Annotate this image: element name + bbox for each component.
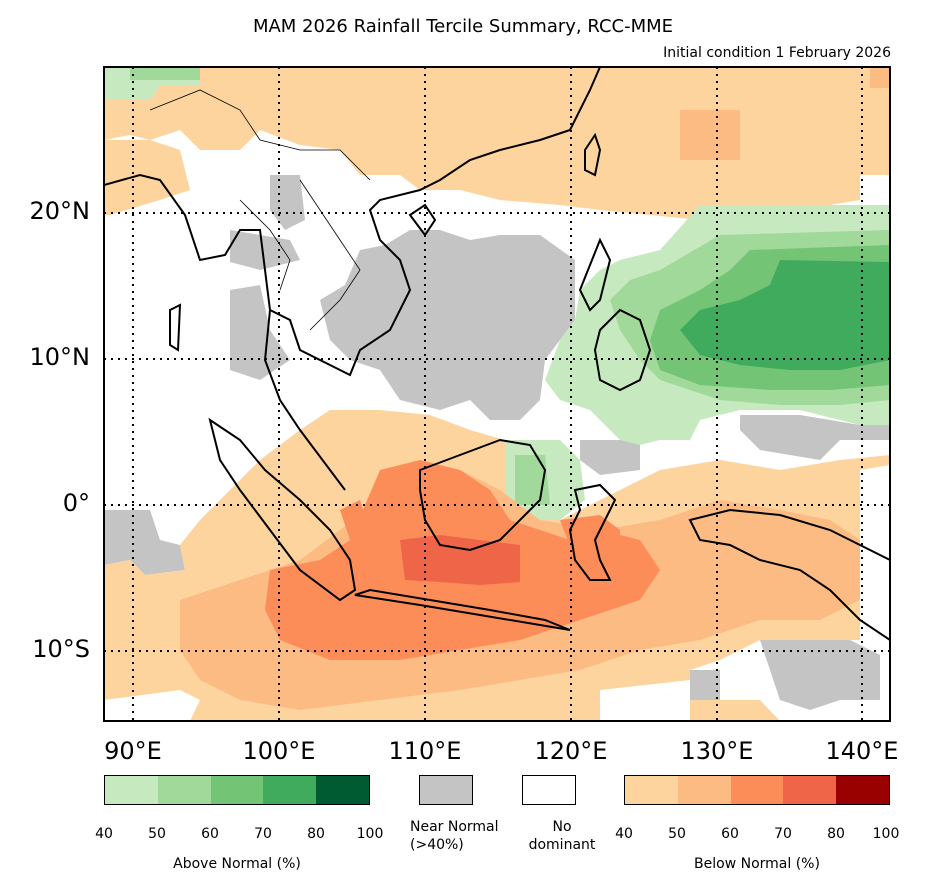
region-south-china-sea-near-normal: [320, 230, 575, 420]
below-swatch-50: [677, 776, 731, 804]
region-pacific-near-normal: [740, 415, 890, 460]
region-java-sea-core: [400, 535, 520, 585]
no-dominant-line1: No: [552, 819, 572, 835]
region-bay-bengal-white: [104, 220, 230, 470]
region-myanmar-near-normal: [230, 230, 300, 270]
above-tick: 80: [307, 826, 325, 842]
no-dominant-swatch: [522, 775, 576, 805]
above-tick: 40: [95, 826, 113, 842]
above-tick: 60: [201, 826, 219, 842]
above-swatch-60: [210, 776, 264, 804]
borders: [149, 89, 371, 331]
above-tick: 100: [356, 826, 384, 842]
below-tick: 80: [827, 826, 845, 842]
lon-label-90e: 90°E: [104, 737, 162, 765]
lat-label-20n: 20°N: [29, 197, 91, 225]
region-far-southeast-near-normal: [690, 670, 720, 700]
below-normal-title: Below Normal (%): [694, 856, 820, 872]
near-normal-swatch: [419, 775, 473, 805]
lat-label-10s: 10°S: [32, 635, 90, 663]
near-normal-label: Near Normal (>40%): [410, 818, 530, 854]
lat-label-0: 0°: [62, 489, 90, 517]
below-normal-colorbar: [624, 775, 890, 805]
no-dominant-line2: dominant: [528, 837, 596, 853]
no-dominant-label: No dominant: [502, 818, 622, 854]
coastlines: [104, 67, 890, 642]
region-indochina-near-normal: [230, 285, 290, 380]
region-west-near-normal: [104, 510, 185, 575]
region-philippine-sea-wet-core: [680, 260, 890, 370]
below-swatch-40: [625, 776, 678, 804]
region-northwest-wet-core: [130, 67, 200, 80]
near-normal-line2: (>40%): [410, 837, 464, 853]
above-swatch-40: [105, 776, 158, 804]
lat-label-10n: 10°N: [29, 343, 91, 371]
lon-label-110e: 110°E: [388, 737, 462, 765]
below-swatch-60: [730, 776, 784, 804]
below-tick: 70: [774, 826, 792, 842]
region-taiwan-dry-core: [680, 110, 740, 160]
above-normal-colorbar: [104, 775, 370, 805]
region-arafura-near-normal: [760, 640, 880, 710]
below-tick: 60: [721, 826, 739, 842]
above-swatch-50: [157, 776, 211, 804]
above-swatch-70: [263, 776, 317, 804]
near-normal-line1: Near Normal: [410, 819, 499, 835]
lon-label-100e: 100°E: [242, 737, 316, 765]
below-tick: 50: [668, 826, 686, 842]
lon-label-120e: 120°E: [534, 737, 608, 765]
above-normal-title: Above Normal (%): [173, 856, 301, 872]
lon-label-130e: 130°E: [680, 737, 754, 765]
map-title: MAM 2026 Rainfall Tercile Summary, RCC-M…: [252, 16, 674, 37]
lon-label-140e: 140°E: [825, 737, 899, 765]
above-swatch-80: [316, 776, 369, 804]
region-sumatra-core: [340, 500, 370, 540]
region-south-white: [104, 690, 200, 721]
below-tick: 100: [872, 826, 900, 842]
graticule: [104, 67, 890, 721]
region-sulawesi-near-normal: [580, 440, 640, 475]
below-swatch-70: [783, 776, 837, 804]
region-borneo-east-wet-core: [515, 455, 550, 505]
region-south-china-dry: [104, 67, 890, 220]
region-far-south-white: [600, 680, 690, 721]
above-tick: 70: [254, 826, 272, 842]
below-tick: 40: [615, 826, 633, 842]
initial-condition-label: Initial condition 1 February 2026: [663, 45, 891, 61]
below-swatch-80: [836, 776, 889, 804]
map-frame: [103, 66, 891, 722]
above-tick: 50: [148, 826, 166, 842]
region-north-indochina-near-normal: [270, 175, 305, 230]
region-north-pacific-dry-core: [870, 67, 890, 88]
